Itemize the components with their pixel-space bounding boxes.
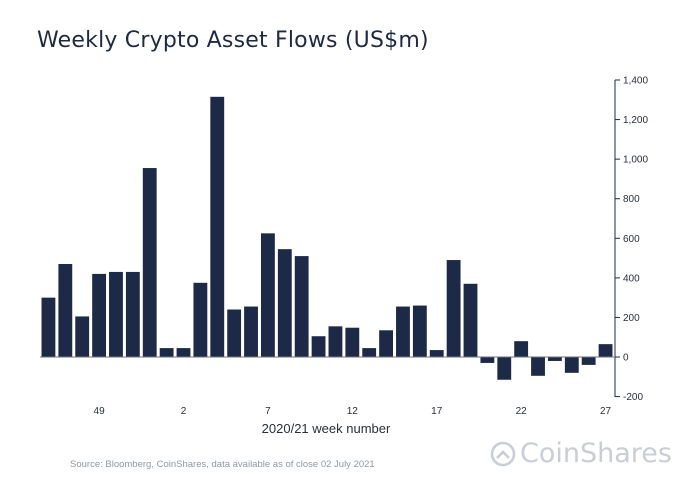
bar [176,348,191,357]
bar [581,357,596,365]
source-note: Source: Bloomberg, CoinShares, data avai… [70,459,375,470]
y-axis-ticks: -200 0 200 400 600 800 1,000 1,200 1,400 [615,76,648,403]
bar [260,233,275,357]
x-tick-label: 27 [600,406,612,417]
bar [244,306,258,357]
bar [227,309,242,357]
bar [547,357,562,361]
y-tick-label: 0 [623,353,629,364]
y-tick-label: 800 [623,194,640,205]
brand-logo: CoinShares [490,438,672,469]
bar [58,264,73,357]
bar [531,357,545,376]
bars-group [41,96,613,380]
bar [396,306,410,357]
coinshares-logo-icon [490,441,516,466]
bar [92,273,107,357]
bar [564,357,579,373]
x-axis-label: 2020/21 week number [262,421,391,436]
bar [412,305,427,357]
x-tick-label: 17 [431,406,443,417]
bar [362,348,377,357]
x-axis-ticks: 49 2 7 12 17 22 27 [94,406,612,417]
x-tick-label: 7 [265,406,271,417]
bar [75,316,90,357]
bar [210,96,225,357]
bar [379,330,394,357]
bar [497,357,512,380]
bar [480,357,495,363]
bar [277,249,292,357]
bar [41,297,56,357]
y-tick-label: 400 [623,273,640,284]
y-tick-label: 1,200 [623,115,648,126]
y-tick-label: -200 [623,392,643,403]
y-tick-label: 600 [623,234,640,245]
x-tick-label: 49 [94,406,106,417]
bar [463,283,478,357]
y-tick-label: 1,400 [623,76,648,87]
bar [159,348,174,357]
y-tick-label: 200 [623,313,640,324]
bar [125,271,140,357]
bar [446,260,461,357]
bar [429,350,444,357]
brand-name: CoinShares [520,438,672,469]
bar [109,271,123,357]
bar [345,327,360,357]
x-tick-label: 12 [347,406,359,417]
bar [193,282,208,357]
x-tick-label: 22 [516,406,528,417]
bar [598,344,613,357]
bar [142,168,157,357]
chart-title: Weekly Crypto Asset Flows (US$m) [37,28,429,53]
bar [328,326,343,357]
bar [514,341,529,357]
y-tick-label: 1,000 [623,155,648,166]
bar [294,256,309,357]
bar [311,336,326,357]
x-tick-label: 2 [181,406,187,417]
